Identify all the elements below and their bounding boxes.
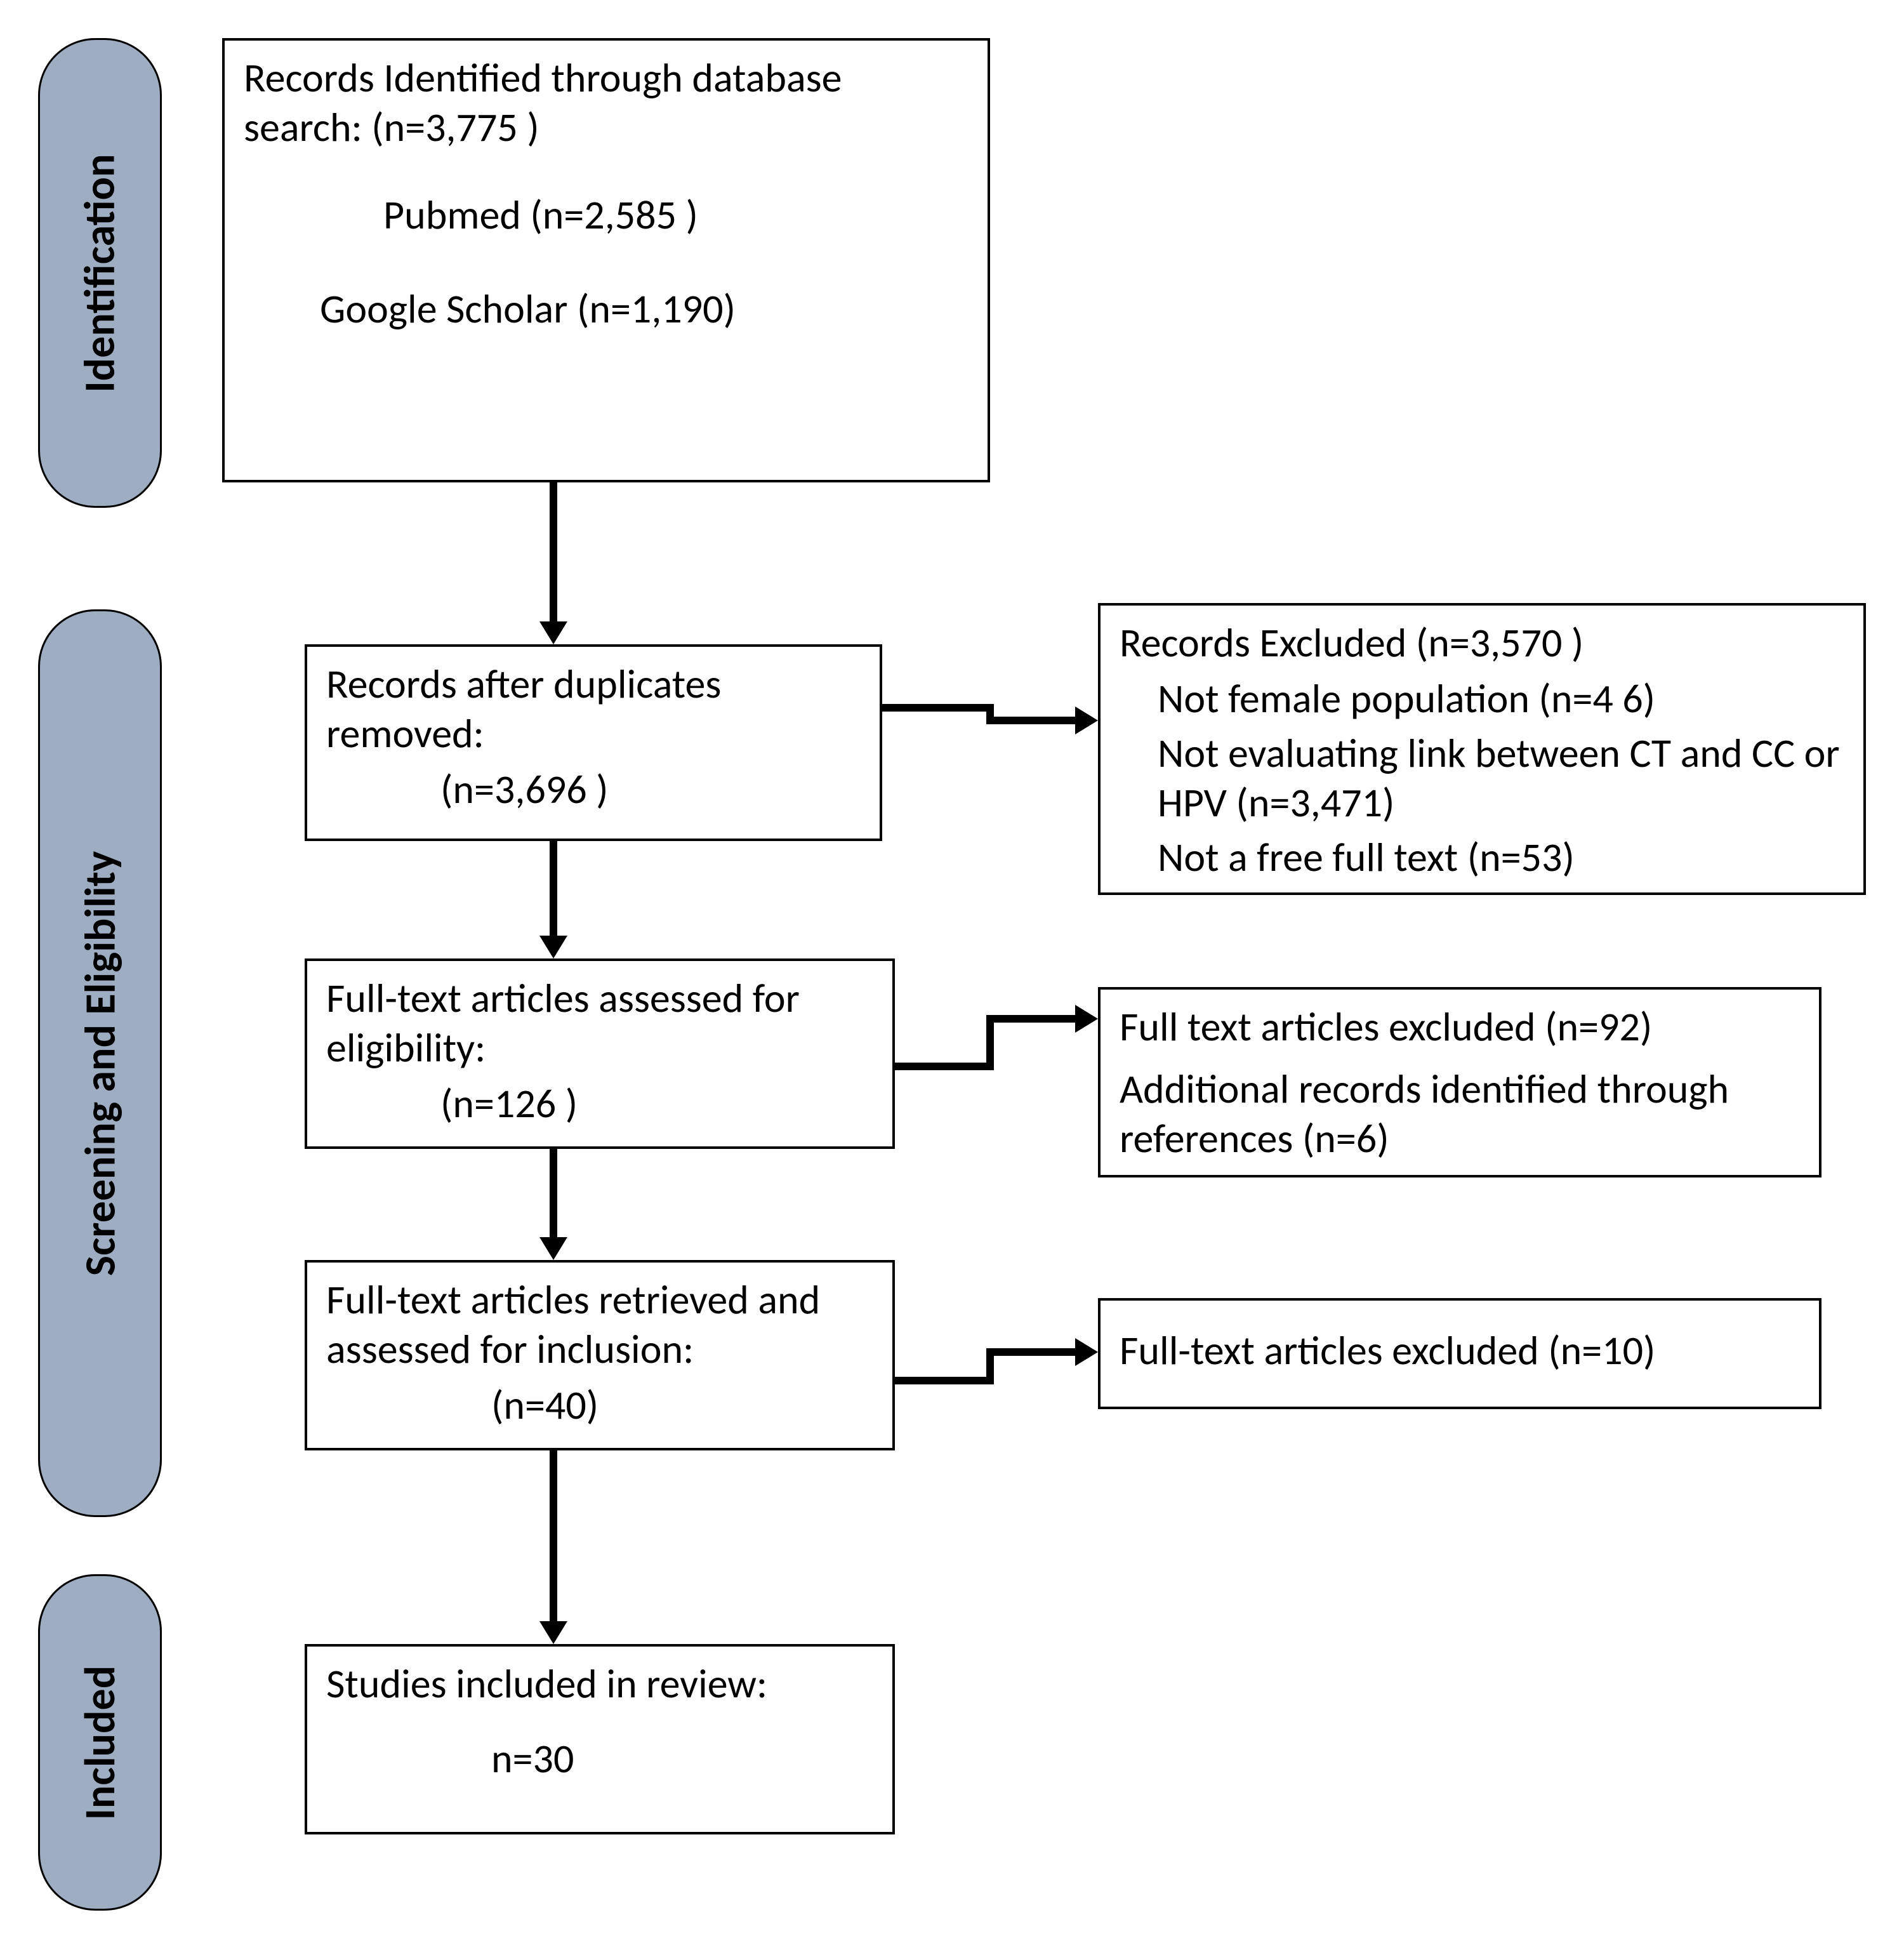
arrow-head-icon (1075, 1338, 1098, 1366)
box-line: Full-text articles excluded (n=10) (1120, 1326, 1800, 1376)
box-title: Records after duplicates removed: (326, 660, 861, 759)
arrow-head-icon (539, 1621, 567, 1644)
phase-pill-identification: Identification (38, 38, 162, 508)
phase-label: Screening and Eligibility (74, 851, 126, 1276)
box-line: Not evaluating link between CT and CC or… (1158, 729, 1844, 828)
arrow-head-icon (1075, 1005, 1098, 1033)
flow-box-excluded1: Records Excluded (n=3,570 ) Not female po… (1098, 603, 1866, 895)
box-title: Records Excluded (n=3,570 ) (1120, 618, 1844, 668)
box-title: Full-text articles assessed for eligibil… (326, 974, 873, 1073)
flow-box-retrieved: Full-text articles retrieved and assesse… (305, 1260, 895, 1450)
box-count: n=30 (491, 1734, 873, 1784)
phase-label: Included (74, 1665, 126, 1819)
box-title: Records Identified through database sear… (244, 53, 969, 152)
box-line: Pubmed (n=2,585 ) (383, 190, 969, 240)
phase-pill-screening: Screening and Eligibility (38, 609, 162, 1517)
phase-pill-included: Included (38, 1574, 162, 1911)
flow-box-duplicates: Records after duplicates removed: (n=3,69… (305, 644, 882, 841)
flow-box-included_box: Studies included in review: n=30 (305, 1644, 895, 1834)
arrow-head-icon (539, 936, 567, 958)
flow-box-identified: Records Identified through database sear… (222, 38, 990, 482)
box-title: Full-text articles retrieved and assesse… (326, 1275, 873, 1374)
box-count: (n=126 ) (440, 1079, 873, 1129)
box-title: Studies included in review: (326, 1659, 873, 1709)
box-count: (n=3,696 ) (440, 765, 861, 814)
arrow-head-icon (539, 621, 567, 644)
phase-label: Identification (74, 154, 126, 392)
flow-box-eligibility: Full-text articles assessed for eligibil… (305, 958, 895, 1149)
arrow-head-icon (1075, 706, 1098, 734)
arrow-head-icon (539, 1237, 567, 1260)
flow-box-excluded2: Full text articles excluded (n=92) Additi… (1098, 987, 1821, 1177)
box-line: Full text articles excluded (n=92) (1120, 1002, 1800, 1052)
box-count: (n=40) (491, 1381, 873, 1430)
box-line: Not female population (n=4 6) (1158, 674, 1844, 724)
box-line: Google Scholar (n=1,190) (320, 284, 969, 334)
box-line: Not a free full text (n=53) (1158, 833, 1844, 882)
box-line: Additional records identified through re… (1120, 1064, 1800, 1164)
flow-box-excluded3: Full-text articles excluded (n=10) (1098, 1298, 1821, 1409)
